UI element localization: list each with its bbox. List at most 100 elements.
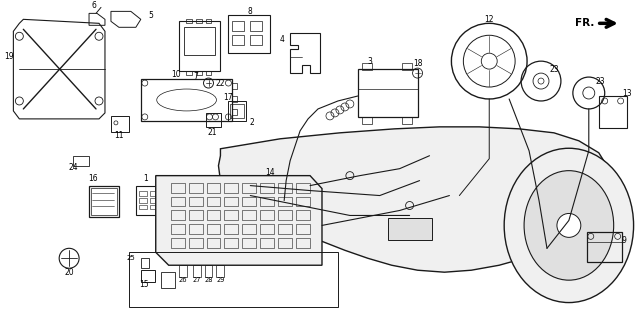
Text: 2: 2 — [250, 118, 255, 127]
Bar — [189, 197, 202, 206]
Bar — [205, 265, 212, 277]
Bar — [278, 183, 292, 192]
Bar — [171, 224, 184, 234]
Polygon shape — [156, 176, 322, 265]
Text: 24: 24 — [68, 163, 78, 172]
Text: FR.: FR. — [575, 18, 595, 28]
Bar — [599, 96, 627, 128]
Bar — [129, 252, 338, 307]
Text: 27: 27 — [192, 277, 201, 283]
Text: 14: 14 — [266, 168, 275, 177]
Text: 23: 23 — [549, 65, 559, 74]
Bar — [141, 79, 232, 121]
Bar — [150, 204, 157, 210]
Text: 25: 25 — [127, 255, 135, 261]
Text: 19: 19 — [4, 52, 14, 61]
Text: 13: 13 — [622, 88, 632, 98]
Bar — [189, 210, 202, 220]
Bar — [179, 21, 220, 71]
Text: 12: 12 — [484, 15, 494, 24]
Text: 1: 1 — [143, 174, 148, 183]
Text: 22: 22 — [216, 79, 225, 87]
Text: 28: 28 — [204, 277, 212, 283]
Bar — [184, 27, 216, 55]
Bar — [150, 197, 157, 203]
Bar — [179, 265, 187, 277]
Bar — [139, 204, 147, 210]
Text: 11: 11 — [114, 131, 124, 140]
Bar — [278, 197, 292, 206]
Bar — [196, 19, 202, 23]
Bar — [260, 238, 274, 248]
Bar — [232, 83, 237, 89]
Text: 17: 17 — [223, 94, 233, 102]
Bar — [139, 197, 147, 203]
Bar — [278, 238, 292, 248]
Bar — [171, 197, 184, 206]
Text: 5: 5 — [148, 11, 153, 20]
Ellipse shape — [504, 148, 634, 302]
Bar — [141, 270, 155, 282]
Text: 18: 18 — [413, 59, 422, 68]
Text: 7: 7 — [193, 72, 198, 81]
Bar — [171, 238, 184, 248]
Bar — [260, 224, 274, 234]
Bar — [207, 197, 220, 206]
Bar — [402, 117, 412, 124]
Bar — [260, 197, 274, 206]
Bar — [358, 69, 417, 117]
Ellipse shape — [524, 171, 614, 280]
Bar — [228, 101, 246, 121]
Text: 3: 3 — [367, 57, 372, 66]
Bar — [228, 15, 270, 53]
Bar — [111, 116, 129, 132]
Bar — [225, 210, 238, 220]
Text: 16: 16 — [88, 174, 98, 183]
Bar — [278, 224, 292, 234]
Bar — [207, 238, 220, 248]
Bar — [260, 210, 274, 220]
Bar — [296, 183, 310, 192]
Bar — [230, 104, 244, 118]
Bar — [216, 265, 225, 277]
Bar — [161, 272, 175, 288]
Text: 29: 29 — [216, 277, 225, 283]
Bar — [171, 210, 184, 220]
Text: 9: 9 — [621, 236, 626, 245]
Bar — [243, 224, 256, 234]
Bar — [171, 183, 184, 192]
Text: 20: 20 — [64, 268, 74, 277]
Text: 4: 4 — [280, 35, 285, 44]
Bar — [388, 218, 433, 240]
Bar — [189, 183, 202, 192]
Bar — [205, 71, 211, 75]
Bar — [141, 258, 148, 268]
Text: 15: 15 — [139, 280, 148, 289]
Bar — [243, 238, 256, 248]
Bar — [189, 238, 202, 248]
Bar — [207, 210, 220, 220]
Bar — [362, 117, 372, 124]
Polygon shape — [218, 127, 609, 272]
Bar — [89, 185, 119, 217]
Bar — [189, 224, 202, 234]
Bar — [296, 210, 310, 220]
Bar — [232, 96, 237, 102]
Bar — [587, 232, 621, 262]
Bar — [243, 183, 256, 192]
Bar — [402, 63, 412, 70]
Bar — [207, 183, 220, 192]
Text: 8: 8 — [248, 7, 253, 16]
Bar — [225, 224, 238, 234]
Bar — [207, 224, 220, 234]
Bar — [196, 71, 202, 75]
Bar — [362, 63, 372, 70]
Text: 21: 21 — [208, 128, 217, 137]
Bar — [91, 188, 117, 216]
Bar — [225, 197, 238, 206]
Text: 10: 10 — [171, 70, 180, 79]
Bar — [278, 210, 292, 220]
Bar — [232, 21, 244, 31]
Bar — [139, 191, 147, 196]
Text: 23: 23 — [596, 77, 605, 86]
